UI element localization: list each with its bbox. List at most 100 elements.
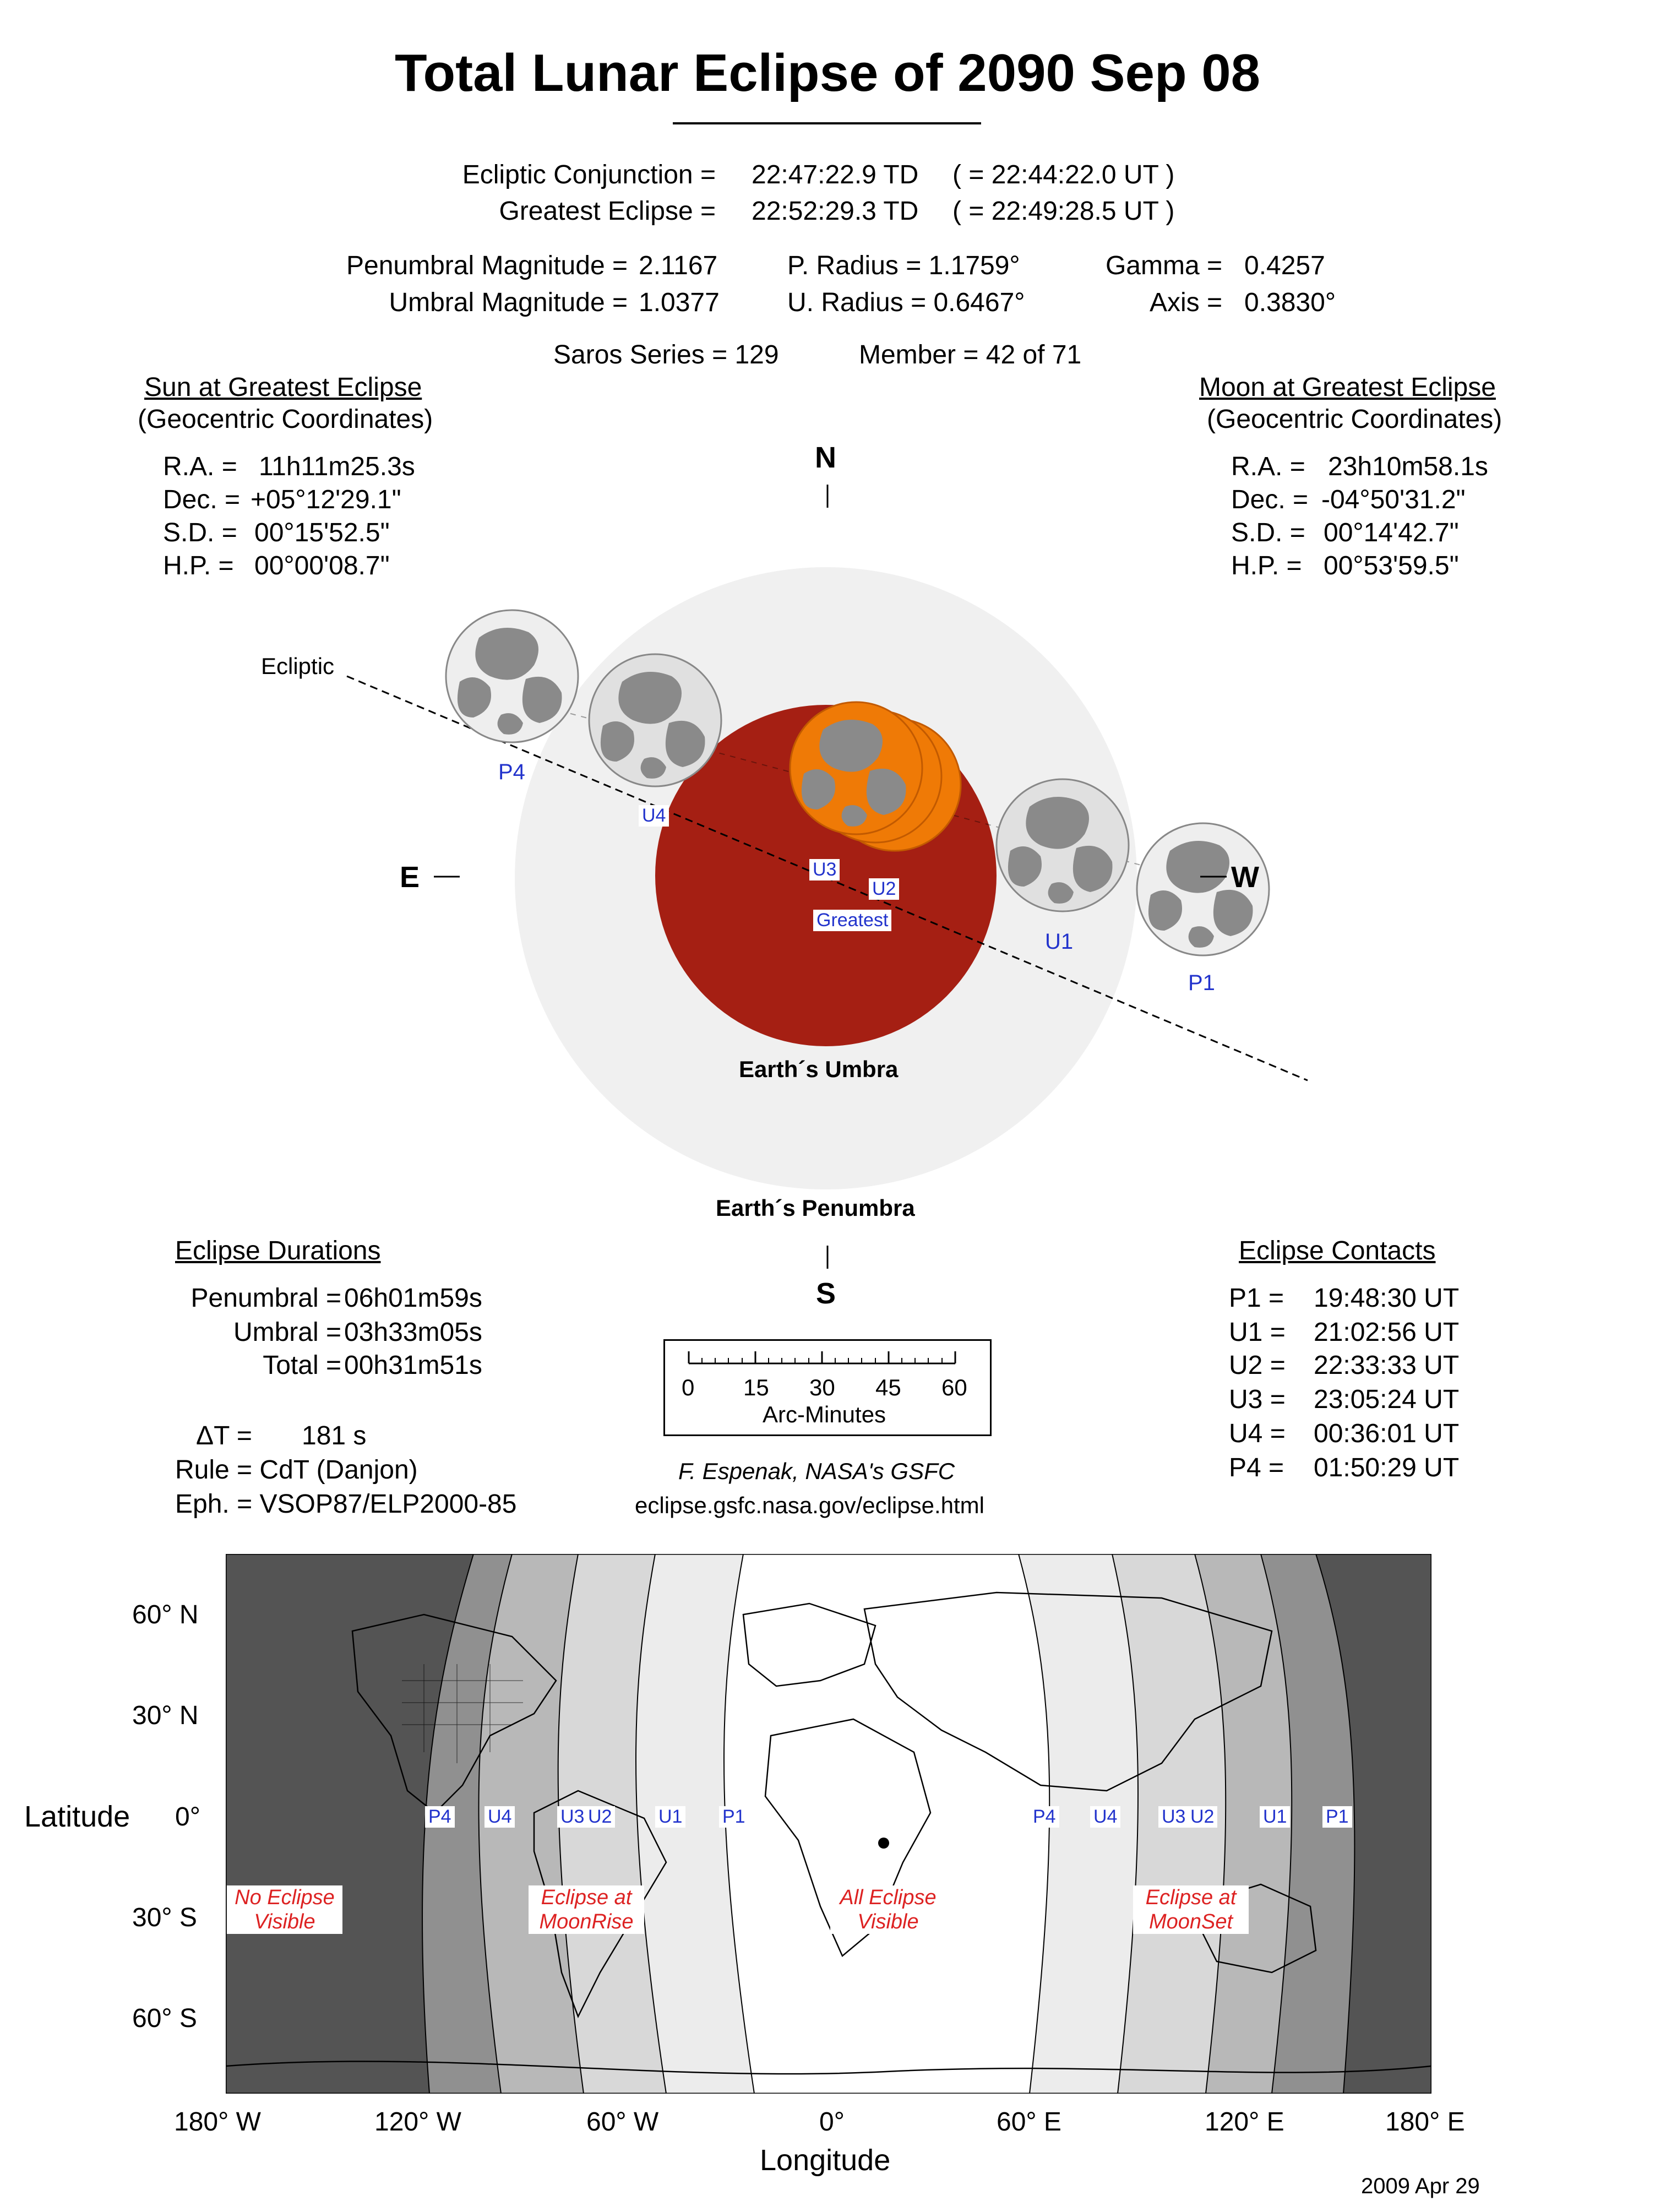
map-east-u2: U2	[1187, 1806, 1218, 1828]
greatest-label: Greatest Eclipse =	[499, 197, 716, 226]
moon-u4	[588, 653, 722, 787]
moon-hp-label: H.P. =	[1231, 551, 1302, 580]
moon-hp-value: 00°53'59.5"	[1324, 551, 1459, 580]
greatest-ut: ( = 22:49:28.5 UT )	[952, 197, 1175, 226]
contact-u1-label: U1 =	[1229, 1318, 1286, 1347]
contact-u3-label: U3 =	[1229, 1385, 1286, 1414]
generation-date: 2009 Apr 29	[1361, 2174, 1480, 2198]
duration-penumbral-label: Penumbral =	[190, 1284, 342, 1313]
zone-moonset-line1: Eclipse at	[1145, 1886, 1237, 1909]
scale-tick-45: 45	[875, 1374, 901, 1400]
umbral-magnitude-value: 1.0377	[639, 288, 720, 317]
durations-heading: Eclipse Durations	[175, 1236, 381, 1265]
moon-sd-label: S.D. =	[1231, 518, 1305, 547]
conjunction-label: Ecliptic Conjunction =	[462, 160, 716, 189]
moon-ra-label: R.A. =	[1231, 452, 1305, 481]
map-east-p4: P4	[1030, 1806, 1059, 1828]
credit-url: eclipse.gsfc.nasa.gov/eclipse.html	[635, 1492, 984, 1518]
greatest-label-diagram: Greatest	[813, 910, 892, 931]
moon-subheading: (Geocentric Coordinates)	[1207, 405, 1502, 434]
rule: Rule = CdT (Danjon)	[175, 1455, 418, 1485]
sun-dec-label: Dec. =	[163, 485, 241, 514]
zone-moonrise-line1: Eclipse at	[541, 1886, 632, 1909]
scale-box	[663, 1339, 992, 1436]
moon-p1	[1136, 822, 1270, 956]
duration-umbral-label: Umbral =	[233, 1318, 341, 1347]
contact-u4-label: U4 =	[1229, 1419, 1286, 1448]
map-west-u4: U4	[484, 1806, 515, 1828]
lat-tick-30n: 30° N	[132, 1701, 199, 1730]
scale-tick-0: 0	[682, 1374, 695, 1400]
map-west-u3: U3	[557, 1806, 588, 1828]
zone-all-visible-line2: Visible	[857, 1910, 919, 1933]
map-ylabel: Latitude	[24, 1800, 130, 1833]
contact-label-u2: U2	[869, 878, 900, 900]
contact-p1-value: 19:48:30 UT	[1314, 1284, 1460, 1313]
south-label: S	[816, 1277, 836, 1310]
moon-p4	[445, 609, 579, 743]
west-label: W	[1231, 861, 1259, 894]
sun-ra-label: R.A. =	[163, 452, 237, 481]
lat-tick-60s: 60° S	[132, 2004, 197, 2033]
sun-sd-value: 00°15'52.5"	[254, 518, 390, 547]
umbra-label: Earth´s Umbra	[739, 1056, 899, 1082]
map-west-u1: U1	[655, 1806, 686, 1828]
lat-tick-60n: 60° N	[132, 1600, 199, 1629]
moon-u1	[995, 778, 1130, 912]
sun-hp-value: 00°00'08.7"	[254, 551, 390, 580]
sun-sd-label: S.D. =	[163, 518, 237, 547]
map-west-p4: P4	[425, 1806, 455, 1828]
zone-all-visible-line1: All Eclipse	[840, 1886, 937, 1909]
lon-tick-180w: 180° W	[174, 2107, 261, 2137]
contact-label-p1: P1	[1188, 971, 1215, 995]
delta-t-label: ΔT =	[196, 1421, 252, 1450]
contact-p1-label: P1 =	[1229, 1284, 1284, 1313]
map-east-u3: U3	[1158, 1806, 1189, 1828]
gamma-value: 0.4257	[1244, 251, 1325, 280]
contact-p4-value: 01:50:29 UT	[1314, 1453, 1460, 1482]
zone-moonset: Eclipse at MoonSet	[1133, 1885, 1249, 1934]
zone-moonset-line2: MoonSet	[1148, 1910, 1233, 1933]
ecliptic-label: Ecliptic	[261, 653, 335, 679]
contact-u2-value: 22:33:33 UT	[1314, 1351, 1460, 1380]
greatest-td: 22:52:29.3 TD	[752, 197, 919, 226]
contact-label-p4: P4	[498, 760, 525, 784]
saros-series: Saros Series = 129	[553, 340, 779, 369]
moon-ra-value: 23h10m58.1s	[1328, 452, 1488, 481]
penumbral-magnitude-label: Penumbral Magnitude =	[346, 251, 628, 280]
saros-member: Member = 42 of 71	[859, 340, 1082, 369]
sun-ra-value: 11h11m25.3s	[259, 452, 415, 481]
sun-subheading: (Geocentric Coordinates)	[138, 405, 433, 434]
contact-u4-value: 00:36:01 UT	[1314, 1419, 1460, 1448]
lon-tick-120w: 120° W	[374, 2107, 461, 2137]
conjunction-td: 22:47:22.9 TD	[752, 160, 919, 189]
moon-heading: Moon at Greatest Eclipse	[1199, 373, 1496, 402]
map-east-u1: U1	[1260, 1806, 1291, 1828]
duration-umbral-value: 03h33m05s	[344, 1318, 482, 1347]
contact-p4-label: P4 =	[1229, 1453, 1284, 1482]
scale-unit: Arc-Minutes	[763, 1401, 886, 1427]
page-title: Total Lunar Eclipse of 2090 Sep 08	[394, 44, 1261, 102]
east-label: E	[400, 861, 420, 894]
map-east-u4: U4	[1090, 1806, 1121, 1828]
sun-hp-label: H.P. =	[163, 551, 234, 580]
duration-penumbral-value: 06h01m59s	[344, 1284, 482, 1313]
zone-no-eclipse-line1: No Eclipse	[235, 1886, 335, 1909]
umbral-magnitude-label: Umbral Magnitude =	[389, 288, 628, 317]
duration-total-label: Total =	[263, 1351, 341, 1380]
gamma-label: Gamma =	[1105, 251, 1222, 280]
zone-no-eclipse-line2: Visible	[254, 1910, 315, 1933]
conjunction-ut: ( = 22:44:22.0 UT )	[952, 160, 1175, 189]
map-west-p1: P1	[719, 1806, 749, 1828]
lat-tick-30s: 30° S	[132, 1903, 197, 1932]
zone-all-visible: All Eclipse Visible	[830, 1885, 946, 1934]
map-xlabel: Longitude	[760, 2144, 891, 2177]
contact-label-u4: U4	[639, 805, 669, 827]
lat-tick-0: 0°	[175, 1802, 200, 1831]
lon-tick-60e: 60° E	[997, 2107, 1061, 2137]
delta-t-value: 181 s	[302, 1421, 367, 1450]
map-west-u2: U2	[585, 1806, 616, 1828]
penumbra-label: Earth´s Penumbra	[716, 1195, 915, 1221]
lon-tick-0: 0°	[819, 2107, 845, 2137]
title-underline	[673, 122, 981, 124]
